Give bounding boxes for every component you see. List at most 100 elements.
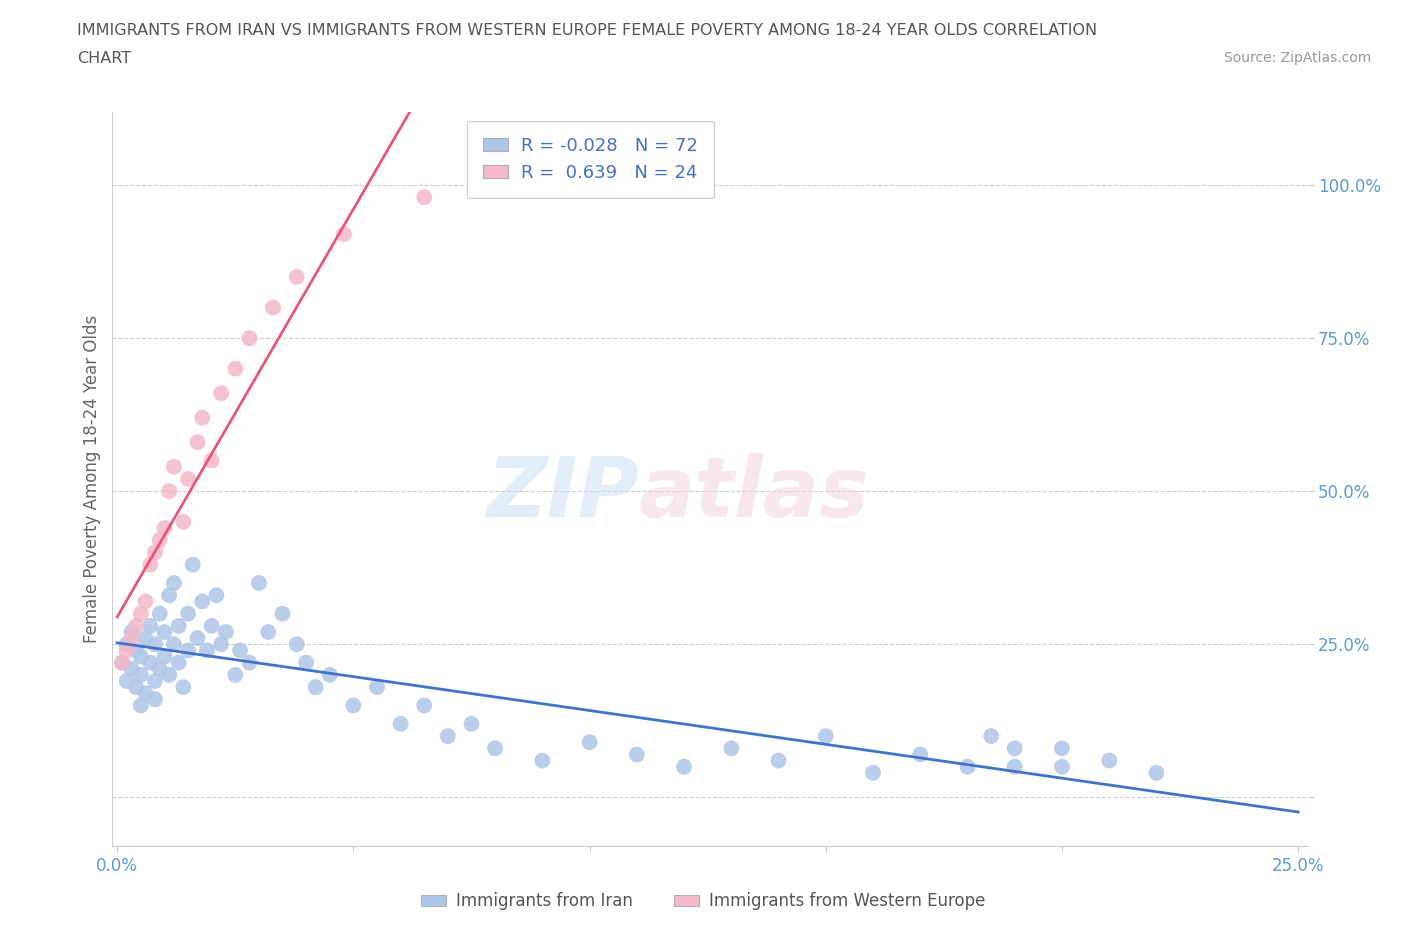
Legend: R = -0.028   N = 72, R =  0.639   N = 24: R = -0.028 N = 72, R = 0.639 N = 24 [467, 121, 714, 198]
Point [1050, 741, 1073, 756]
Point [333, 227, 356, 242]
Point [195, 643, 218, 658]
Point [862, 765, 884, 780]
Point [238, 656, 260, 671]
Point [413, 190, 436, 205]
Point [205, 588, 228, 603]
Text: ZIP: ZIP [485, 453, 638, 534]
Point [673, 759, 696, 774]
Point [143, 637, 166, 652]
Point [304, 680, 326, 695]
Point [271, 606, 294, 621]
Point [215, 625, 238, 640]
Point [129, 698, 152, 713]
Point [139, 618, 162, 633]
Point [149, 606, 172, 621]
Point [135, 594, 157, 609]
Point [460, 716, 482, 731]
Point [111, 656, 134, 671]
Point [531, 753, 554, 768]
Point [238, 331, 260, 346]
Point [720, 741, 742, 756]
Point [143, 673, 166, 688]
Point [342, 698, 364, 713]
Text: IMMIGRANTS FROM IRAN VS IMMIGRANTS FROM WESTERN EUROPE FEMALE POVERTY AMONG 18-2: IMMIGRANTS FROM IRAN VS IMMIGRANTS FROM … [77, 23, 1098, 38]
Point [153, 521, 176, 536]
Point [143, 692, 166, 707]
Point [1004, 741, 1026, 756]
Text: Source: ZipAtlas.com: Source: ZipAtlas.com [1223, 51, 1371, 65]
Point [129, 649, 152, 664]
Point [578, 735, 600, 750]
Point [177, 643, 200, 658]
Point [1004, 759, 1026, 774]
Point [111, 656, 134, 671]
Point [209, 637, 232, 652]
Point [186, 631, 208, 645]
Point [143, 545, 166, 560]
Point [120, 625, 142, 640]
Point [115, 643, 138, 658]
Point [229, 643, 252, 658]
Point [319, 668, 342, 683]
Point [980, 729, 1002, 744]
Point [163, 459, 186, 474]
Point [181, 557, 204, 572]
Point [484, 741, 506, 756]
Point [157, 588, 180, 603]
Point [163, 637, 186, 652]
Point [768, 753, 790, 768]
Point [224, 362, 246, 377]
Point [1050, 759, 1073, 774]
Point [135, 685, 157, 700]
Point [366, 680, 388, 695]
Point [413, 698, 436, 713]
Point [201, 618, 224, 633]
Point [389, 716, 412, 731]
Point [125, 643, 148, 658]
Point [247, 576, 270, 591]
Point [626, 747, 648, 762]
Point [1098, 753, 1121, 768]
Point [956, 759, 979, 774]
Point [129, 606, 152, 621]
Point [153, 625, 176, 640]
Point [209, 386, 232, 401]
Point [437, 729, 460, 744]
Point [157, 484, 180, 498]
Point [191, 410, 214, 425]
Point [120, 661, 142, 676]
Point [163, 576, 186, 591]
Point [172, 680, 194, 695]
Point [149, 661, 172, 676]
Point [139, 656, 162, 671]
Point [129, 668, 152, 683]
Point [814, 729, 837, 744]
Point [910, 747, 932, 762]
Y-axis label: Female Poverty Among 18-24 Year Olds: Female Poverty Among 18-24 Year Olds [83, 315, 101, 643]
Point [125, 618, 148, 633]
Point [177, 606, 200, 621]
Text: CHART: CHART [77, 51, 131, 66]
Point [295, 656, 318, 671]
Point [115, 673, 138, 688]
Point [201, 453, 224, 468]
Point [149, 533, 172, 548]
Point [167, 656, 190, 671]
Point [120, 631, 142, 645]
Point [167, 618, 190, 633]
Point [285, 637, 308, 652]
Point [157, 668, 180, 683]
Point [285, 270, 308, 285]
Point [115, 637, 138, 652]
Point [186, 435, 208, 450]
Point [191, 594, 214, 609]
Point [224, 668, 246, 683]
Point [262, 300, 284, 315]
Text: atlas: atlas [638, 453, 869, 534]
Point [257, 625, 280, 640]
Point [153, 649, 176, 664]
Point [177, 472, 200, 486]
Legend: Immigrants from Iran, Immigrants from Western Europe: Immigrants from Iran, Immigrants from We… [413, 885, 993, 917]
Point [1144, 765, 1167, 780]
